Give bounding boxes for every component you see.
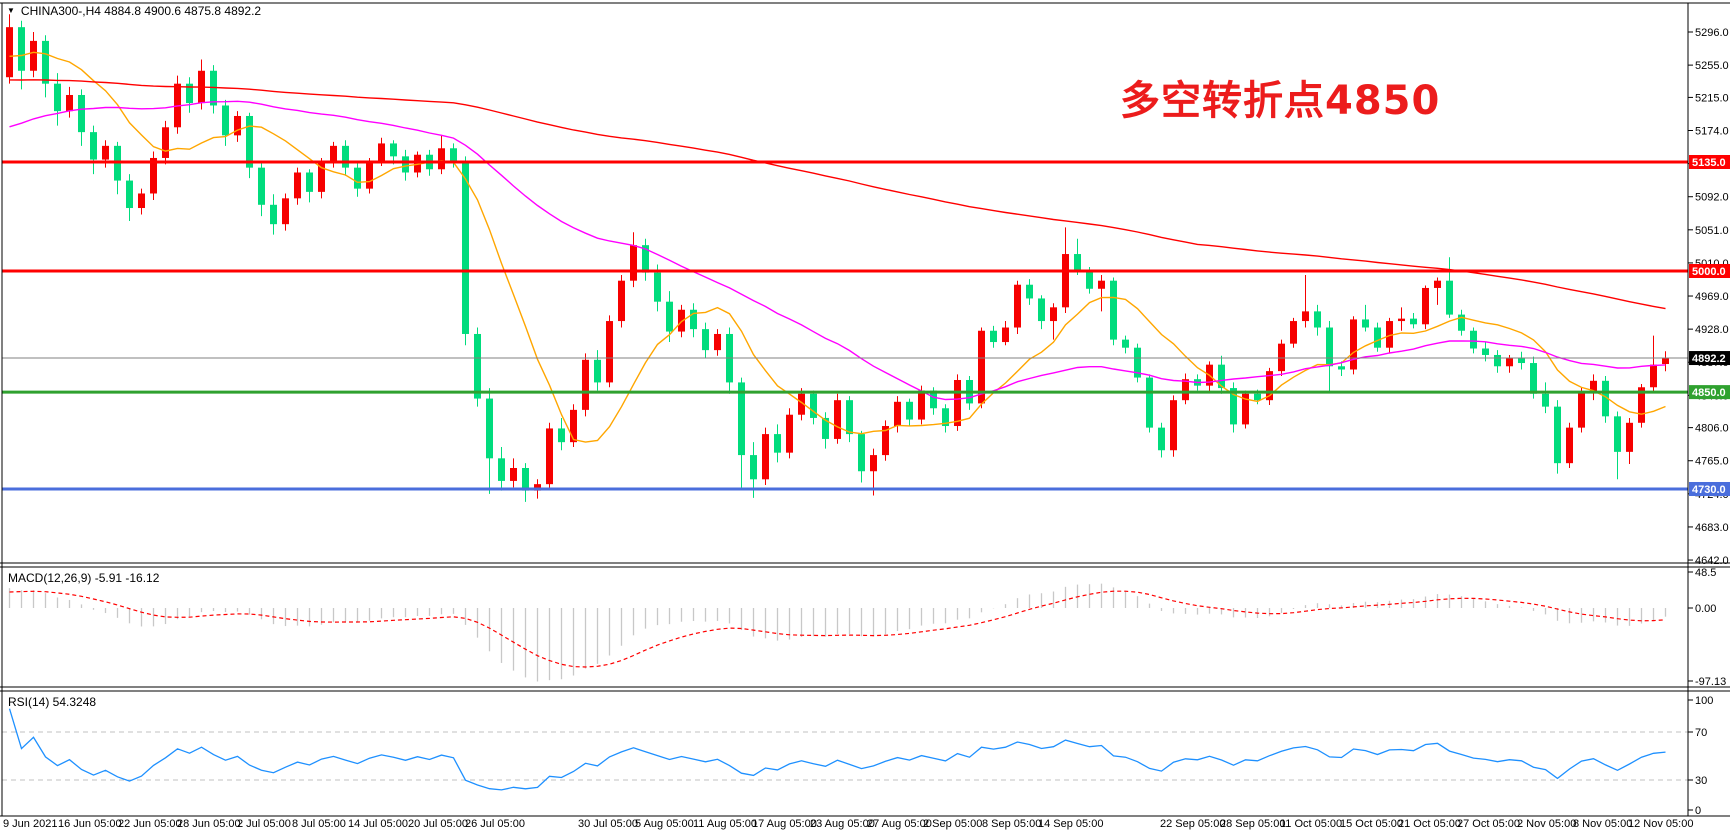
rsi-scale: 100 70 30 0 — [1688, 695, 1713, 817]
svg-text:4928.0: 4928.0 — [1695, 324, 1729, 336]
svg-text:27 Aug 05:00: 27 Aug 05:00 — [867, 818, 932, 830]
svg-text:20 Jul 05:00: 20 Jul 05:00 — [408, 818, 468, 830]
svg-text:5135.0: 5135.0 — [1692, 157, 1726, 169]
svg-text:5215.0: 5215.0 — [1695, 92, 1729, 104]
svg-text:8 Nov 05:00: 8 Nov 05:00 — [1573, 818, 1632, 830]
rsi-indicator-label: RSI(14) 54.3248 — [8, 695, 97, 709]
svg-text:100: 100 — [1695, 695, 1713, 707]
svg-text:23 Aug 05:00: 23 Aug 05:00 — [810, 818, 875, 830]
svg-text:28 Sep 05:00: 28 Sep 05:00 — [1220, 818, 1285, 830]
horizontal-lines-layer[interactable] — [2, 160, 1688, 491]
candles-layer — [6, 14, 1669, 502]
macd-panel — [8, 583, 1667, 682]
svg-text:11 Aug 05:00: 11 Aug 05:00 — [693, 818, 757, 830]
price-scale[interactable]: 5296.05255.05215.05174.05133.05092.05051… — [1688, 27, 1730, 567]
svg-text:70: 70 — [1695, 727, 1707, 739]
macd-indicator-label: MACD(12,26,9) -5.91 -16.12 — [8, 571, 160, 585]
svg-text:0: 0 — [1695, 805, 1701, 817]
svg-text:4892.2: 4892.2 — [1692, 353, 1726, 365]
svg-text:4730.0: 4730.0 — [1692, 484, 1726, 496]
symbol-ohlc-title: CHINA300-,H4 4884.8 4900.6 4875.8 4892.2 — [20, 4, 262, 18]
svg-text:5051.0: 5051.0 — [1695, 225, 1729, 237]
svg-text:4850.0: 4850.0 — [1692, 387, 1726, 399]
svg-text:12 Nov 05:00: 12 Nov 05:00 — [1628, 818, 1693, 830]
svg-text:4969.0: 4969.0 — [1695, 291, 1729, 303]
svg-text:5 Aug 05:00: 5 Aug 05:00 — [635, 818, 694, 830]
svg-text:4806.0: 4806.0 — [1695, 423, 1729, 435]
svg-text:17 Aug 05:00: 17 Aug 05:00 — [752, 818, 817, 830]
svg-text:4642.0: 4642.0 — [1695, 555, 1729, 567]
collapse-indicator-icon[interactable]: ▼ — [7, 6, 15, 15]
svg-text:15 Oct 05:00: 15 Oct 05:00 — [1340, 818, 1403, 830]
svg-text:5092.0: 5092.0 — [1695, 192, 1729, 204]
svg-text:2 Nov 05:00: 2 Nov 05:00 — [1517, 818, 1576, 830]
price-annotation-text: 多空转折点4850 — [1120, 78, 1441, 124]
svg-text:8 Jul 05:00: 8 Jul 05:00 — [292, 818, 346, 830]
svg-text:4765.0: 4765.0 — [1695, 456, 1729, 468]
svg-text:5000.0: 5000.0 — [1692, 266, 1726, 278]
moving-averages-layer — [9, 51, 1666, 443]
svg-text:2 Jul 05:00: 2 Jul 05:00 — [237, 818, 291, 830]
svg-text:5296.0: 5296.0 — [1695, 27, 1729, 39]
svg-text:-97.13: -97.13 — [1695, 676, 1726, 688]
svg-text:14 Sep 05:00: 14 Sep 05:00 — [1038, 818, 1103, 830]
svg-text:16 Jun 05:00: 16 Jun 05:00 — [58, 818, 122, 830]
svg-text:2 Sep 05:00: 2 Sep 05:00 — [923, 818, 982, 830]
svg-text:26 Jul 05:00: 26 Jul 05:00 — [465, 818, 525, 830]
svg-text:0.00: 0.00 — [1695, 603, 1716, 615]
svg-text:9 Jun 2021: 9 Jun 2021 — [3, 818, 57, 830]
svg-text:22 Sep 05:00: 22 Sep 05:00 — [1160, 818, 1225, 830]
svg-text:5255.0: 5255.0 — [1695, 60, 1729, 72]
svg-text:14 Jul 05:00: 14 Jul 05:00 — [348, 818, 408, 830]
svg-text:28 Jun 05:00: 28 Jun 05:00 — [177, 818, 241, 830]
svg-text:8 Sep 05:00: 8 Sep 05:00 — [982, 818, 1041, 830]
svg-text:22 Jun 05:00: 22 Jun 05:00 — [118, 818, 182, 830]
panel-borders — [0, 2, 1730, 817]
svg-text:48.5: 48.5 — [1695, 567, 1716, 579]
svg-text:21 Oct 05:00: 21 Oct 05:00 — [1398, 818, 1461, 830]
svg-text:30 Jul 05:00: 30 Jul 05:00 — [578, 818, 638, 830]
macd-scale: 48.5 0.00 -97.13 — [1688, 567, 1726, 688]
chart-header: ▼ CHINA300-,H4 4884.8 4900.6 4875.8 4892… — [7, 4, 261, 18]
rsi-panel — [2, 708, 1688, 791]
svg-text:11 Oct 05:00: 11 Oct 05:00 — [1280, 818, 1342, 830]
svg-text:5174.0: 5174.0 — [1695, 126, 1729, 138]
svg-text:27 Oct 05:00: 27 Oct 05:00 — [1457, 818, 1520, 830]
svg-text:30: 30 — [1695, 775, 1707, 787]
svg-text:4683.0: 4683.0 — [1695, 522, 1729, 534]
